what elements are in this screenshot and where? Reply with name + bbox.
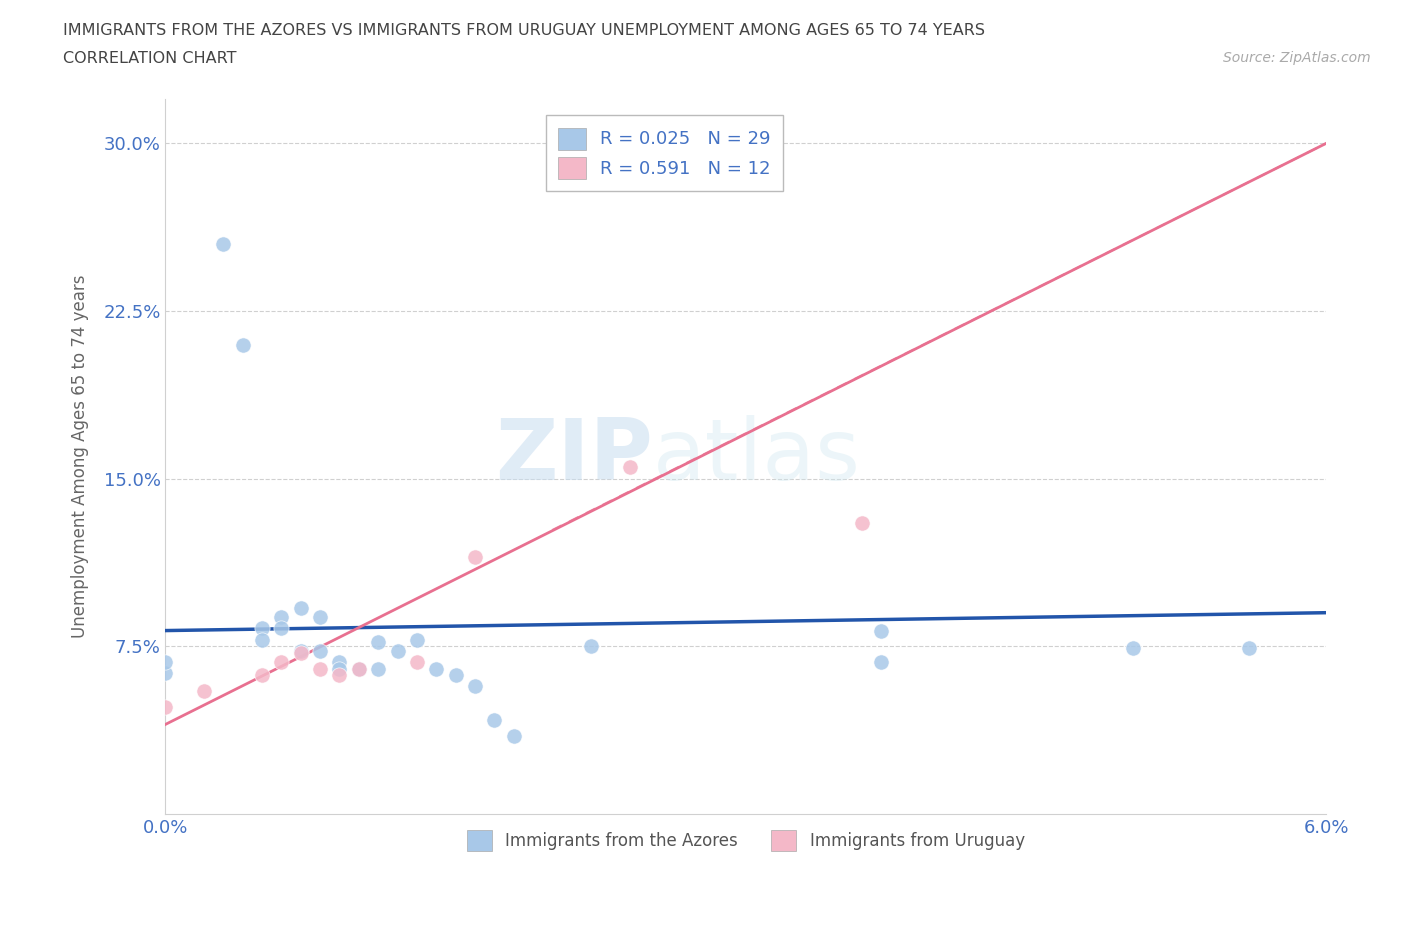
Point	[502, 728, 524, 743]
Point	[579, 639, 602, 654]
Point	[270, 655, 292, 670]
Point	[870, 623, 893, 638]
Point	[270, 610, 292, 625]
Point	[1237, 641, 1260, 656]
Point	[309, 661, 332, 676]
Point	[309, 610, 332, 625]
Point	[619, 460, 641, 475]
Point	[484, 712, 506, 727]
Point	[328, 661, 350, 676]
Point	[1122, 641, 1144, 656]
Point	[367, 634, 389, 649]
Text: CORRELATION CHART: CORRELATION CHART	[63, 51, 236, 66]
Point	[212, 236, 235, 251]
Legend: Immigrants from the Azores, Immigrants from Uruguay: Immigrants from the Azores, Immigrants f…	[458, 822, 1033, 859]
Point	[290, 645, 312, 660]
Point	[367, 661, 389, 676]
Point	[155, 666, 177, 681]
Point	[155, 699, 177, 714]
Point	[250, 632, 273, 647]
Text: Source: ZipAtlas.com: Source: ZipAtlas.com	[1223, 51, 1371, 65]
Point	[328, 655, 350, 670]
Point	[387, 644, 409, 658]
Point	[232, 337, 254, 352]
Point	[405, 632, 427, 647]
Point	[193, 684, 215, 698]
Point	[290, 601, 312, 616]
Point	[464, 550, 486, 565]
Point	[425, 661, 447, 676]
Point	[250, 668, 273, 683]
Point	[870, 655, 893, 670]
Point	[250, 621, 273, 636]
Point	[347, 661, 370, 676]
Point	[464, 679, 486, 694]
Text: ZIP: ZIP	[495, 415, 652, 498]
Text: atlas: atlas	[652, 415, 860, 498]
Point	[309, 644, 332, 658]
Point	[851, 516, 873, 531]
Point	[270, 621, 292, 636]
Point	[444, 668, 467, 683]
Point	[347, 661, 370, 676]
Text: IMMIGRANTS FROM THE AZORES VS IMMIGRANTS FROM URUGUAY UNEMPLOYMENT AMONG AGES 65: IMMIGRANTS FROM THE AZORES VS IMMIGRANTS…	[63, 23, 986, 38]
Point	[405, 655, 427, 670]
Y-axis label: Unemployment Among Ages 65 to 74 years: Unemployment Among Ages 65 to 74 years	[72, 274, 89, 638]
Point	[290, 644, 312, 658]
Point	[155, 655, 177, 670]
Point	[328, 668, 350, 683]
